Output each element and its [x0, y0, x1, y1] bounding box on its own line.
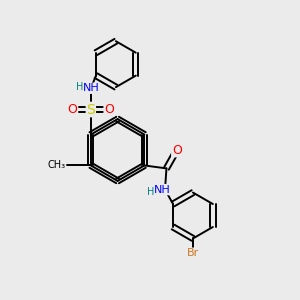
Text: S: S: [86, 103, 95, 116]
Text: Br: Br: [187, 248, 199, 258]
Text: NH: NH: [154, 184, 170, 195]
Text: O: O: [68, 103, 77, 116]
Text: O: O: [104, 103, 114, 116]
Text: CH₃: CH₃: [47, 160, 65, 170]
Text: H: H: [147, 187, 155, 197]
Text: NH: NH: [82, 83, 99, 93]
Text: O: O: [172, 144, 182, 157]
Text: H: H: [76, 82, 83, 92]
